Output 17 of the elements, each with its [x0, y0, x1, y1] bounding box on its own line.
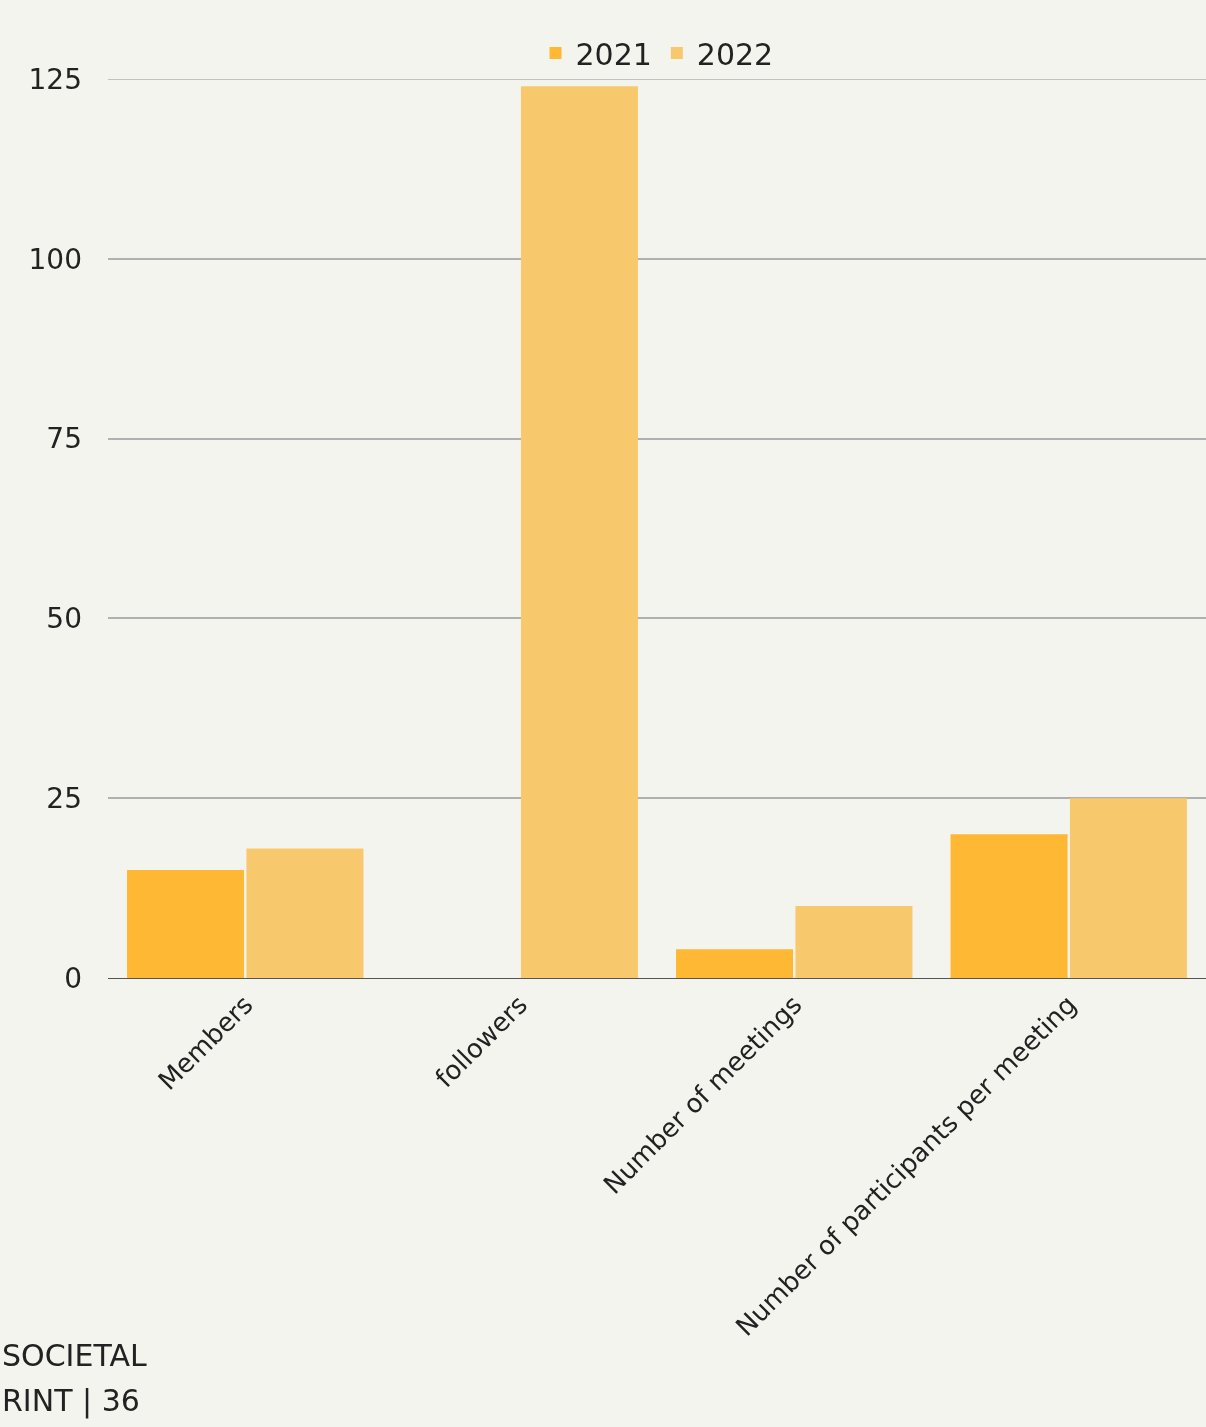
y-tick-label: 50: [46, 602, 82, 636]
legend-label: 2021: [575, 36, 652, 72]
bar: [1069, 798, 1187, 978]
bar: [795, 906, 913, 978]
legend-label: 2022: [696, 36, 774, 72]
y-tick-label: 100: [28, 242, 82, 276]
bar: [127, 870, 245, 978]
y-tick-label: 25: [46, 782, 82, 815]
bar: [676, 949, 794, 978]
bar: [520, 86, 638, 978]
bar: [246, 848, 364, 978]
text: RINT | 36: [2, 1383, 140, 1419]
y-tick-label: 0: [64, 961, 82, 995]
bar: [950, 834, 1068, 978]
text: SOCIETAL: [2, 1338, 147, 1373]
y-tick-label: 75: [46, 422, 82, 456]
y-tick-label: 125: [28, 62, 82, 96]
